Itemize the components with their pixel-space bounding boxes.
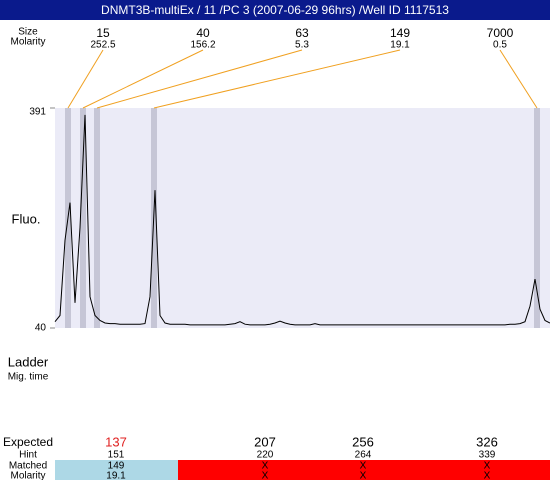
ladder-marker xyxy=(94,108,100,328)
peak-size: 15 xyxy=(96,26,110,40)
peak-connector xyxy=(96,49,303,109)
ladder-label: Ladder xyxy=(8,354,49,369)
molarity-cell: X xyxy=(360,471,367,480)
matched-cell xyxy=(55,460,178,480)
expected-cell: 256 xyxy=(352,434,374,449)
title: DNMT3B-multiEx / 11 /PC 3 (2007-06-29 96… xyxy=(101,3,449,17)
mig-label: Mig. time xyxy=(8,372,49,383)
row-label: Molarity xyxy=(10,471,45,480)
matched-cell: X xyxy=(360,461,367,472)
peak-connector xyxy=(82,49,204,109)
expected-cell: 326 xyxy=(476,434,498,449)
matched-cell: X xyxy=(262,461,269,472)
row-label: Matched xyxy=(9,461,47,472)
hint-cell: 339 xyxy=(479,450,496,461)
ladder-marker xyxy=(80,108,86,328)
molarity-cell: X xyxy=(262,471,269,480)
peak-connector xyxy=(153,49,401,109)
expected-cell: 137 xyxy=(105,434,127,449)
y-label: Fluo. xyxy=(12,211,41,226)
peak-size: 63 xyxy=(295,26,309,40)
peak-size: 7000 xyxy=(487,26,514,40)
hint-cell: 264 xyxy=(355,450,372,461)
peak-molarity: 19.1 xyxy=(390,40,410,51)
peak-molarity: 0.5 xyxy=(493,40,507,51)
peak-molarity: 156.2 xyxy=(190,40,215,51)
plot-area xyxy=(55,108,550,328)
molarity-cell: X xyxy=(484,471,491,480)
y-tick-label: 40 xyxy=(35,323,47,334)
peak-connector xyxy=(67,49,104,109)
peak-size: 40 xyxy=(196,26,210,40)
peak-connector xyxy=(499,49,538,109)
matched-cell: X xyxy=(484,461,491,472)
y-tick-label: 391 xyxy=(29,107,46,118)
peak-molarity: 5.3 xyxy=(295,40,309,51)
hint-cell: 151 xyxy=(108,450,125,461)
molarity-label: Molarity xyxy=(10,37,45,48)
matched-cell: 149 xyxy=(108,461,125,472)
molarity-cell: 19.1 xyxy=(106,471,126,480)
row-label: Hint xyxy=(19,450,37,461)
hint-cell: 220 xyxy=(257,450,274,461)
title-bar xyxy=(0,0,550,20)
unmatched-cell xyxy=(178,460,550,480)
peak-size: 149 xyxy=(390,26,410,40)
trace xyxy=(54,114,550,326)
row-label: Expected xyxy=(3,435,53,449)
expected-cell: 207 xyxy=(254,434,276,449)
size-label: Size xyxy=(18,27,38,38)
ladder-marker xyxy=(534,108,540,328)
peak-molarity: 252.5 xyxy=(90,40,115,51)
